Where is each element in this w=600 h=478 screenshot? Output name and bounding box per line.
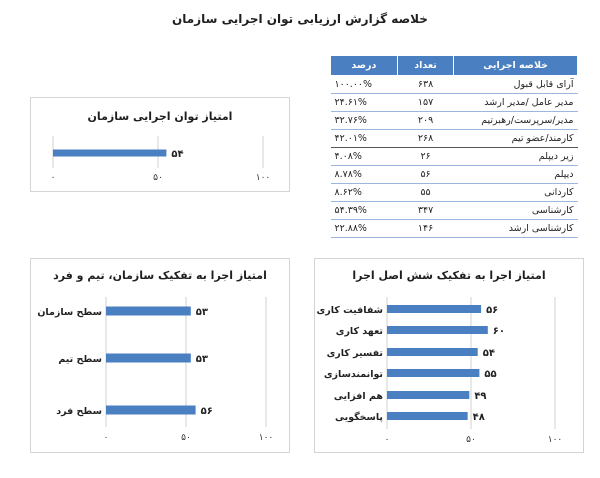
- row-percent: ۵۴.۳۹%: [330, 201, 398, 220]
- row-count: ۳۴۷: [397, 201, 454, 220]
- bar: [387, 391, 470, 399]
- category-label: تعهد کاری: [336, 326, 383, 337]
- row-percent: ۲۴.۶۱%: [330, 93, 398, 112]
- bar: [106, 405, 196, 415]
- row-percent: ۴.۰۸%: [330, 147, 398, 166]
- category-label: تفسیر کاری: [327, 348, 383, 359]
- page-title: خلاصه گزارش ارزیابی توان اجرایی سازمان: [172, 12, 428, 26]
- row-label: آرای قابل قبول: [453, 75, 578, 94]
- data-label: ۴۹: [474, 391, 486, 402]
- chart-title: امتیاز توان اجرایی سازمان: [87, 110, 233, 123]
- row-label: کارشناسی: [453, 201, 578, 220]
- table-row: کاردانی ۵۵ ۸.۶۲%: [330, 183, 578, 202]
- category-label: شفافیت کاری: [317, 305, 383, 316]
- bar: [387, 348, 478, 356]
- row-count: ۱۴۶: [397, 219, 454, 238]
- row-count: ۵۶: [397, 165, 454, 184]
- category-label: پاسخگویی: [335, 411, 383, 423]
- tick-label: ۵۰: [181, 433, 191, 443]
- row-label: دیپلم: [453, 165, 578, 184]
- bar: [387, 369, 480, 377]
- data-label: ۵۴: [171, 149, 183, 160]
- row-label: کارشناسی ارشد: [453, 219, 578, 238]
- level-score-plot: ۰ ۵۰ ۱۰۰ ۵۳ سطح سازمان ۵۳ سطح تیم ۵۶ سطح فرد: [37, 297, 274, 443]
- row-count: ۲۶: [397, 147, 454, 166]
- table-row: کارشناسی ارشد ۱۴۶ ۲۲.۸۸%: [330, 219, 578, 238]
- overall-score-plot: ۰ ۵۰ ۱۰۰ ۵۴: [51, 136, 271, 183]
- table-row: کارشناسی ۳۴۷ ۵۴.۳۹%: [330, 201, 578, 220]
- row-percent: ۳۲.۷۶%: [330, 111, 398, 130]
- tick-label: ۰: [385, 435, 390, 445]
- tick-label: ۱۰۰: [548, 435, 563, 445]
- bar: [387, 412, 468, 420]
- tick-label: ۵۰: [466, 435, 476, 445]
- summary-table: خلاصه اجرایی تعداد درصد آرای قابل قبول ۶…: [330, 55, 578, 238]
- row-label: زیر دیپلم: [453, 147, 578, 166]
- table-row: مدیر عامل /مدیر ارشد ۱۵۷ ۲۴.۶۱%: [330, 93, 578, 112]
- table-row: دیپلم ۵۶ ۸.۷۸%: [330, 165, 578, 184]
- principles-score-plot: ۰ ۵۰ ۱۰۰ ۵۶ شفافیت کاری ۶۰ تعهد کاری ۵۴ تفسیر کا…: [317, 297, 563, 445]
- header-count: تعداد: [396, 55, 455, 76]
- table-row: کارمند/عضو تیم ۲۶۸ ۴۲.۰۱%: [330, 129, 578, 148]
- row-count: ۶۳۸: [397, 75, 454, 94]
- table-header-row: خلاصه اجرایی تعداد درصد: [330, 55, 578, 76]
- bar: [53, 149, 167, 157]
- table-row: آرای قابل قبول ۶۳۸ ۱۰۰.۰۰%: [330, 75, 578, 94]
- row-count: ۲۰۹: [397, 111, 454, 130]
- chart-title: امتیاز اجرا به تفکیک سازمان، تیم و فرد: [53, 269, 267, 282]
- row-label: کارمند/عضو تیم: [453, 129, 578, 148]
- table-row: زیر دیپلم ۲۶ ۴.۰۸%: [330, 147, 578, 166]
- bar: [106, 353, 191, 363]
- table-row: مدیر/سرپرست/رهبرتیم ۲۰۹ ۳۲.۷۶%: [330, 111, 578, 130]
- header-label: خلاصه اجرایی: [453, 55, 578, 76]
- tick-label: ۱۰۰: [256, 173, 271, 183]
- data-label: ۵۴: [483, 348, 495, 359]
- row-count: ۵۵: [397, 183, 454, 202]
- tick-label: ۵۰: [153, 173, 163, 183]
- row-label: کاردانی: [453, 183, 578, 202]
- data-label: ۴۸: [473, 412, 485, 423]
- bar: [387, 305, 482, 313]
- row-percent: ۲۲.۸۸%: [330, 219, 398, 238]
- row-label: مدیر/سرپرست/رهبرتیم: [453, 111, 578, 130]
- chart-title: امتیاز اجرا به تفکیک شش اصل اجرا: [352, 269, 546, 282]
- tick-label: ۱۰۰: [259, 433, 274, 443]
- bar: [387, 326, 488, 334]
- data-label: ۵۶: [201, 406, 213, 417]
- data-label: ۵۶: [486, 305, 498, 316]
- tick-label: ۰: [104, 433, 109, 443]
- category-label: سطح فرد: [56, 406, 102, 417]
- row-percent: ۸.۶۲%: [330, 183, 398, 202]
- data-label: ۵۵: [484, 369, 496, 380]
- row-count: ۲۶۸: [397, 129, 454, 148]
- category-label: سطح سازمان: [37, 307, 102, 318]
- category-label: توانمندسازی: [324, 369, 383, 380]
- row-label: مدیر عامل /مدیر ارشد: [453, 93, 578, 112]
- data-label: ۵۳: [196, 307, 208, 318]
- row-percent: ۱۰۰.۰۰%: [330, 75, 398, 94]
- row-percent: ۸.۷۸%: [330, 165, 398, 184]
- row-percent: ۴۲.۰۱%: [330, 129, 398, 148]
- bar: [106, 306, 191, 316]
- overall-score-chart: امتیاز توان اجرایی سازمان ۰ ۵۰ ۱۰۰ ۵۴: [30, 97, 290, 192]
- category-label: هم افزایی: [334, 391, 384, 402]
- principles-score-chart: امتیاز اجرا به تفکیک شش اصل اجرا ۰ ۵۰ ۱۰۰ ۵…: [314, 258, 584, 453]
- category-label: سطح تیم: [58, 354, 102, 365]
- data-label: ۶۰: [493, 326, 505, 337]
- data-label: ۵۳: [196, 354, 208, 365]
- level-score-chart: امتیاز اجرا به تفکیک سازمان، تیم و فرد ۰…: [30, 258, 290, 453]
- row-count: ۱۵۷: [397, 93, 454, 112]
- header-percent: درصد: [330, 55, 398, 76]
- tick-label: ۰: [51, 173, 56, 183]
